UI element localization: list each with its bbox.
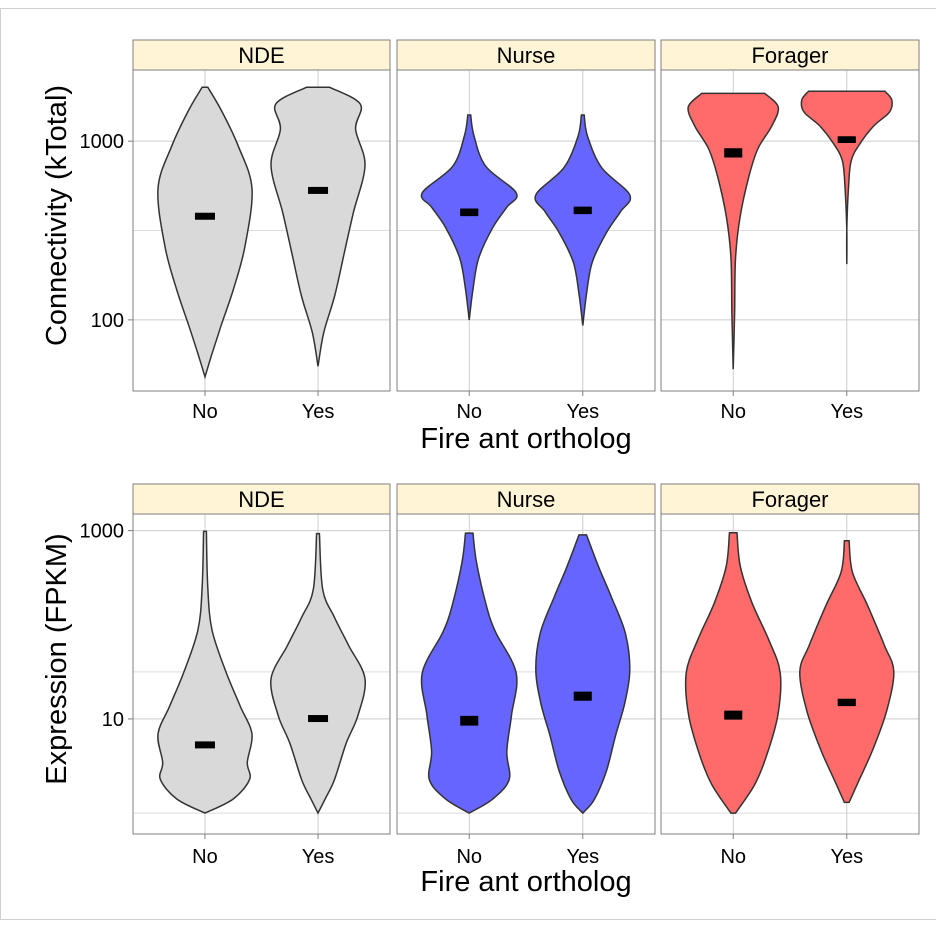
mean-marker [573, 207, 592, 213]
y-tick-label: 100 [91, 310, 124, 332]
facet-label: Nurse [497, 43, 556, 68]
facet-strip [396, 39, 656, 71]
panel-border [660, 513, 920, 835]
x-tick-label: Yes [566, 401, 599, 423]
violin-nde-no [157, 530, 253, 814]
figure-frame [0, 8, 936, 920]
mean-marker [308, 186, 329, 194]
mean-marker [837, 137, 856, 143]
x-tick-label: Yes [830, 401, 863, 423]
chart-row-2: NDE No Yes Nurse No Yes Forager No Yes 10 1000 Expr… [41, 483, 920, 898]
panel-nurse: Nurse No Yes [396, 483, 656, 868]
panel-nde: NDE No Yes [132, 483, 391, 868]
mean-marker [308, 715, 329, 723]
facet-strip [132, 39, 391, 71]
panel-nurse: Nurse No Yes [396, 39, 656, 423]
mean-marker [837, 699, 856, 705]
violin-forager-no [684, 531, 782, 814]
x-tick-label: No [456, 846, 482, 868]
panel-border [396, 513, 656, 835]
x-tick-label: No [720, 846, 746, 868]
panel-forager: Forager No Yes [660, 39, 920, 423]
panel-border [396, 69, 656, 392]
violin-nurse-no [420, 114, 518, 320]
facet-label: Forager [751, 43, 828, 68]
mean-marker [194, 741, 215, 749]
y-tick-label: 1000 [80, 131, 125, 153]
x-tick-label: No [456, 401, 482, 423]
violin-nde-no [157, 86, 253, 380]
violin-forager-yes [799, 539, 895, 804]
y-axis-title: Expression (FPKM) [41, 533, 73, 784]
mean-marker [724, 150, 743, 156]
panel-border [132, 513, 391, 835]
y-tick-label: 10 [102, 709, 124, 731]
panel-border [132, 69, 391, 392]
facet-label: NDE [238, 487, 284, 512]
x-tick-label: No [192, 846, 218, 868]
x-axis-title: Fire ant ortholog [420, 423, 631, 455]
violin-forager-no [687, 92, 780, 370]
x-tick-label: Yes [302, 846, 335, 868]
chart-row-1: NDE No Yes Nurse No Yes Forager No Yes 100 1000 Con… [41, 39, 920, 455]
panel-nde: NDE No Yes [132, 39, 391, 423]
mean-marker [460, 209, 479, 215]
facet-label: NDE [238, 43, 284, 68]
violin-forager-yes [800, 90, 893, 265]
mean-marker [460, 718, 479, 724]
x-tick-label: Yes [566, 846, 599, 868]
violin-nurse-yes [534, 114, 632, 326]
mean-marker [724, 712, 743, 718]
violin-nde-yes [270, 86, 366, 367]
facet-strip [660, 483, 920, 515]
y-axis-title: Connectivity (kTotal) [41, 85, 73, 346]
panel-forager: Forager No Yes [660, 483, 920, 868]
facet-label: Nurse [497, 487, 556, 512]
facet-strip [660, 39, 920, 71]
mean-marker [573, 693, 592, 699]
x-tick-label: No [720, 401, 746, 423]
x-axis-title: Fire ant ortholog [420, 866, 631, 898]
panel-border [660, 69, 920, 392]
facet-strip [132, 483, 391, 515]
y-tick-label: 1000 [80, 521, 125, 543]
violin-nurse-no [420, 532, 518, 814]
x-tick-label: Yes [302, 401, 335, 423]
x-tick-label: No [192, 401, 218, 423]
x-tick-label: Yes [830, 846, 863, 868]
violin-nde-yes [269, 532, 367, 815]
facet-label: Forager [751, 487, 828, 512]
mean-marker [194, 212, 215, 220]
violin-nurse-yes [535, 534, 631, 815]
